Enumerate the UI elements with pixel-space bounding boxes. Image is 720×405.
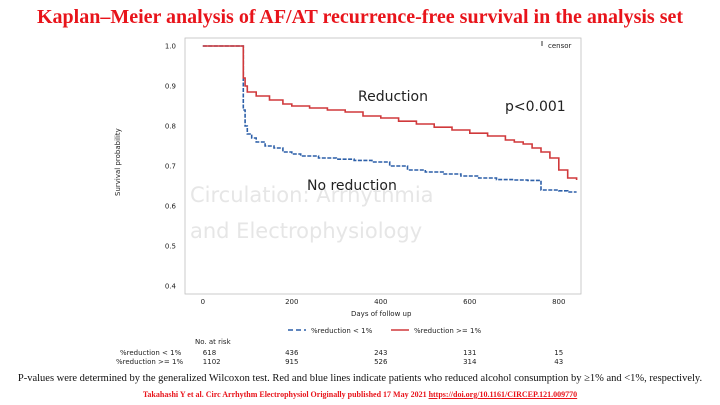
y-tick-label: 0.5 [165, 243, 176, 251]
plot-frame [184, 37, 582, 295]
at-risk-value: 1102 [203, 358, 221, 366]
x-tick-label: 0 [201, 298, 205, 306]
slide-title: Kaplan–Meier analysis of AF/AT recurrenc… [36, 6, 684, 28]
at-risk-value: 243 [374, 349, 387, 357]
at-risk-row-label-low: %reduction < 1% [120, 349, 182, 357]
y-tick-label: 0.4 [165, 283, 177, 291]
y-axis-ticks: 0.4 0.5 0.6 0.7 0.8 0.9 1.0 [165, 43, 177, 291]
legend-label-high: %reduction >= 1% [414, 327, 481, 335]
at-risk-value: 915 [285, 358, 298, 366]
x-axis-ticks: 0 200 400 600 800 [201, 298, 566, 306]
y-tick-label: 1.0 [165, 43, 176, 51]
x-tick-label: 800 [552, 298, 565, 306]
censor-legend-label: censor [548, 42, 572, 50]
series-layer [202, 45, 578, 193]
annotation-no-reduction: No reduction [307, 178, 397, 194]
watermark-line-1: Circulation: Arrhythmia [190, 183, 434, 207]
at-risk-value: 314 [463, 358, 477, 366]
series-line-reduction-ge-1 [202, 45, 578, 180]
x-axis-label: Days of follow up [351, 310, 412, 318]
x-tick-label: 600 [463, 298, 476, 306]
annotation-p-value: p<0.001 [505, 99, 566, 115]
at-risk-row-label-high: %reduction >= 1% [116, 358, 183, 366]
at-risk-value: 15 [554, 349, 563, 357]
at-risk-title: No. at risk [195, 338, 232, 346]
citation-doi-link[interactable]: https://doi.org/10.1161/CIRCEP.121.00977… [428, 390, 578, 399]
y-tick-label: 0.6 [165, 203, 177, 211]
y-tick-label: 0.8 [165, 123, 176, 131]
watermark-line-2: and Electrophysiology [190, 219, 422, 243]
annotation-reduction: Reduction [358, 89, 428, 105]
at-risk-value: 526 [374, 358, 388, 366]
x-tick-label: 400 [374, 298, 387, 306]
y-tick-label: 0.7 [165, 163, 176, 171]
at-risk-value: 436 [285, 349, 299, 357]
legend-label-low: %reduction < 1% [311, 327, 373, 335]
figure-caption: P-values were determined by the generali… [17, 373, 703, 384]
at-risk-value: 131 [463, 349, 476, 357]
at-risk-value: 43 [554, 358, 563, 366]
y-axis-label: Survival probability [114, 128, 122, 196]
series-line-reduction-lt-1 [202, 45, 577, 193]
at-risk-value: 618 [203, 349, 216, 357]
citation-text: Takahashi Y et al. Circ Arrhythm Electro… [142, 390, 429, 399]
y-tick-label: 0.9 [165, 83, 176, 91]
x-tick-label: 200 [285, 298, 298, 306]
citation: Takahashi Y et al. Circ Arrhythm Electro… [0, 390, 720, 399]
at-risk-values: 618 436 243 131 15 1102 915 526 314 43 [203, 349, 563, 366]
